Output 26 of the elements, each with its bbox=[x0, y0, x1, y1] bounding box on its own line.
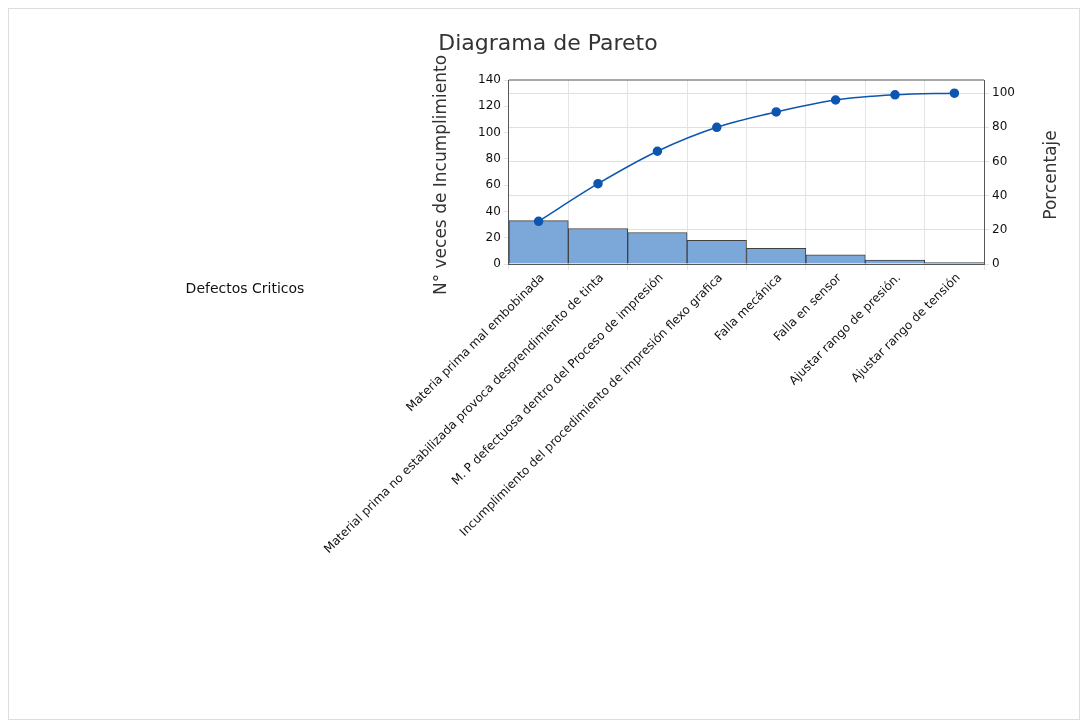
y2-axis-title: Porcentaje bbox=[1040, 130, 1060, 220]
point bbox=[771, 107, 781, 117]
y-tick-label: 60 bbox=[485, 177, 501, 192]
point bbox=[533, 216, 544, 227]
point bbox=[830, 95, 841, 105]
chart-title: Diagrama de Pareto bbox=[438, 30, 658, 55]
point bbox=[890, 90, 900, 100]
point bbox=[712, 122, 722, 133]
y-tick-label: 20 bbox=[485, 229, 501, 244]
y-tick-label: 140 bbox=[478, 72, 501, 87]
y2-tick-label: 60 bbox=[992, 153, 1008, 168]
x-axis-title: Defectos Criticos bbox=[185, 280, 305, 296]
y-tick-label: 80 bbox=[485, 150, 501, 165]
y-axis-title: N° veces de Incumplimiento bbox=[430, 54, 450, 296]
y2-tick-label: 80 bbox=[992, 119, 1008, 134]
y2-tick-label: 20 bbox=[992, 221, 1008, 236]
point bbox=[593, 178, 603, 189]
y-tick-label: 100 bbox=[478, 124, 501, 139]
point bbox=[949, 88, 960, 98]
y2-tick-label: 40 bbox=[992, 187, 1008, 202]
y-tick-label: 120 bbox=[478, 98, 501, 113]
y2-tick-label: 0 bbox=[992, 256, 1000, 271]
y-tick-label: 40 bbox=[485, 203, 501, 218]
point bbox=[652, 146, 663, 156]
y-tick-label: 0 bbox=[493, 256, 501, 271]
y2-tick-label: 100 bbox=[992, 85, 1015, 100]
